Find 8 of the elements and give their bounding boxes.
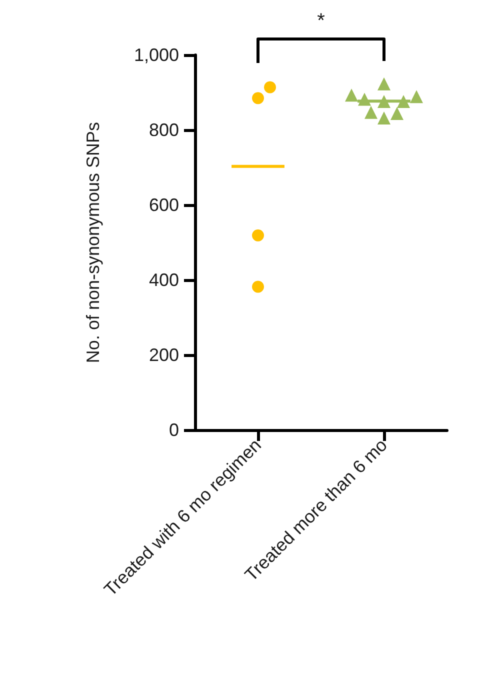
y-tick-label: 200 — [148, 345, 179, 365]
y-tick-label: 600 — [148, 195, 179, 215]
text: * — [317, 10, 326, 32]
y-tick-label: 400 — [148, 270, 179, 290]
y-axis-title: No. of non-synonymous SNPs — [83, 122, 103, 364]
y-tick-label: 0 — [168, 420, 179, 440]
y-tick-label: 1,000 — [134, 45, 179, 65]
y-tick-label: 800 — [148, 120, 179, 140]
